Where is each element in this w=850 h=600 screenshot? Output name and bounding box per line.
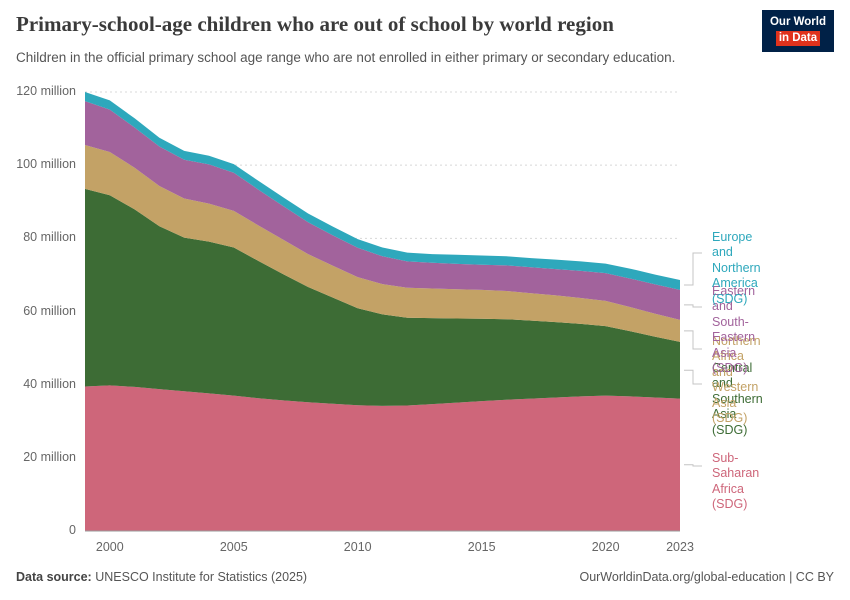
area-europe-and-northern-america-sdg[interactable] xyxy=(85,92,680,290)
legend-label: Northern America xyxy=(712,260,761,291)
legend-label: Northern Africa and xyxy=(712,333,761,379)
legend-connector xyxy=(684,252,702,286)
y-axis-label: 20 million xyxy=(23,449,76,464)
legend-connector xyxy=(684,464,702,467)
legend-item-sub-saharan-africa-sdg[interactable]: Sub-Saharan Africa (SDG) xyxy=(712,451,759,513)
data-source: Data source: UNESCO Institute for Statis… xyxy=(16,570,307,584)
area-eastern-and-south-eastern-asia-sdg[interactable] xyxy=(85,101,680,320)
legend-item-eastern-and-south-eastern-asia-sdg[interactable]: Eastern and South-Eastern Asia (SDG) xyxy=(712,284,755,377)
area-central-and-southern-asia-sdg[interactable] xyxy=(85,188,680,406)
y-axis-label: 80 million xyxy=(23,230,76,245)
y-axis-label: 120 million xyxy=(16,84,76,98)
legend-label: South-Eastern Asia xyxy=(712,314,756,360)
legend-label: Europe and xyxy=(712,229,753,260)
legend-connector xyxy=(684,304,702,308)
legend-item-europe-and-northern-america-sdg[interactable]: Europe and Northern America (SDG) xyxy=(712,230,761,308)
legend-label: Sub-Saharan Africa xyxy=(712,450,760,496)
page-title: Primary-school-age children who are out … xyxy=(16,12,614,36)
y-axis-label: 40 million xyxy=(23,376,76,391)
y-axis-label: 100 million xyxy=(16,157,76,172)
legend-label: Central and xyxy=(712,360,753,391)
legend-label: Eastern and xyxy=(712,283,756,314)
page-subtitle: Children in the official primary school … xyxy=(16,50,676,65)
legend-connector xyxy=(684,369,702,385)
data-source-label: Data source: xyxy=(16,570,92,584)
owid-logo-line1: Our World xyxy=(769,16,826,28)
owid-logo-line2: in Data xyxy=(775,31,821,46)
x-axis-label: 2005 xyxy=(219,540,248,554)
legend-item-northern-africa-and-western-asia-sdg[interactable]: Northern Africa and Western Asia (SDG) xyxy=(712,334,761,427)
x-axis-label: 2000 xyxy=(95,540,124,554)
owid-link[interactable]: OurWorldinData.org/global-education | CC… xyxy=(579,570,834,584)
x-axis-label: 2023 xyxy=(666,540,694,554)
legend-label: (SDG) xyxy=(712,497,748,511)
legend-label: Western Asia (SDG) xyxy=(712,380,759,425)
owid-logo[interactable]: Our World in Data xyxy=(761,10,834,52)
data-source-value: UNESCO Institute for Statistics (2025) xyxy=(95,570,308,584)
legend-label: (SDG) xyxy=(712,361,748,376)
x-axis-label: 2015 xyxy=(467,540,496,554)
legend-connector xyxy=(684,330,702,350)
area-sub-saharan-africa-sdg[interactable] xyxy=(85,385,680,531)
area-northern-africa-and-western-asia-sdg[interactable] xyxy=(85,145,680,342)
legend-label: (SDG) xyxy=(712,291,748,306)
x-axis-label: 2010 xyxy=(343,540,372,554)
y-axis-label: 60 million xyxy=(23,303,76,318)
legend-label: Southern Asia xyxy=(712,391,763,422)
y-axis-label: 0 xyxy=(69,523,76,537)
x-axis-label: 2020 xyxy=(591,540,620,554)
legend-label: (SDG) xyxy=(712,422,748,437)
legend-item-central-and-southern-asia-sdg[interactable]: Central and Southern Asia (SDG) xyxy=(712,361,763,439)
